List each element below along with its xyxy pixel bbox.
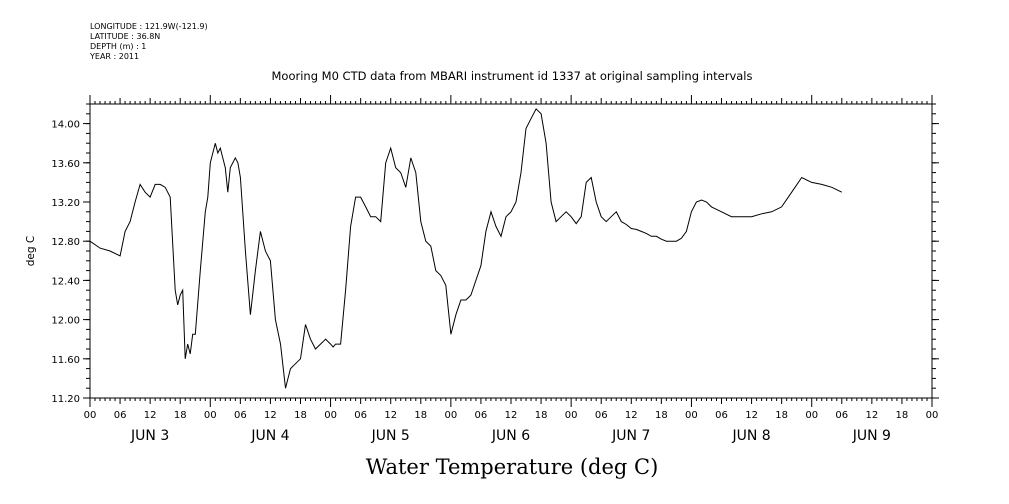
- longitude-line: LONGITUDE : 121.9W(-121.9): [90, 22, 208, 31]
- x-tick-label: 00: [805, 410, 818, 421]
- year-line: YEAR : 2011: [90, 52, 140, 61]
- x-tick-label: 06: [715, 410, 728, 421]
- x-tick-label: 06: [475, 410, 488, 421]
- x-tick-label: 18: [896, 410, 909, 421]
- day-label: JUN 9: [852, 428, 891, 444]
- latitude-line: LATITUDE : 36.8N: [90, 32, 161, 41]
- day-label: JUN 3: [130, 428, 169, 444]
- x-axis-label: Water Temperature (deg C): [366, 455, 659, 479]
- y-tick-label: 11.20: [51, 394, 80, 405]
- y-tick-label: 13.20: [51, 198, 80, 209]
- x-tick-label: 00: [204, 410, 217, 421]
- y-tick-label: 13.60: [51, 159, 80, 170]
- x-tick-label: 12: [264, 410, 277, 421]
- x-tick-label: 00: [444, 410, 457, 421]
- y-tick-label: 12.40: [51, 276, 80, 287]
- series-group: [89, 108, 843, 389]
- x-tick-label: 18: [535, 410, 548, 421]
- x-tick-label: 18: [775, 410, 788, 421]
- station-info: LONGITUDE : 121.9W(-121.9) LATITUDE : 36…: [90, 22, 208, 62]
- x-tick-label: 18: [655, 410, 668, 421]
- y-tick-label: 11.60: [51, 355, 80, 366]
- x-tick-label: 18: [414, 410, 427, 421]
- x-tick-label: 12: [505, 410, 518, 421]
- x-tick-label: 12: [745, 410, 758, 421]
- x-tick-label: 18: [174, 410, 187, 421]
- y-tick-label: 12.80: [51, 237, 80, 248]
- x-tick-label: 12: [144, 410, 157, 421]
- x-tick-label: 00: [324, 410, 337, 421]
- x-tick-label: 00: [565, 410, 578, 421]
- x-tick-label: 12: [865, 410, 878, 421]
- x-tick-label: 12: [384, 410, 397, 421]
- day-label: JUN 5: [371, 428, 410, 444]
- x-axis: 00 06 12 18 00 06 12 18 00 06 12 18 00 06 12 18 00 06 12 18…: [84, 95, 939, 444]
- x-tick-label: 12: [625, 410, 638, 421]
- x-tick-label: 06: [234, 410, 247, 421]
- y-tick-label: 14.00: [51, 120, 80, 131]
- y-tick-label: 12.00: [51, 316, 80, 327]
- chart-title: Mooring M0 CTD data from MBARI instrumen…: [272, 69, 753, 83]
- x-tick-label: 00: [926, 410, 939, 421]
- day-label: JUN 6: [491, 428, 530, 444]
- depth-line: DEPTH (m) : 1: [90, 42, 147, 51]
- water-temperature-line: [89, 108, 843, 389]
- x-tick-label: 06: [835, 410, 848, 421]
- day-label: JUN 4: [250, 428, 289, 444]
- x-tick-label: 00: [84, 410, 97, 421]
- y-axis: 11.20 11.60 12.00 12.40 12.80 13.20 13.60 14.00: [51, 120, 939, 405]
- x-tick-label: 00: [685, 410, 698, 421]
- y-axis-label: deg C: [25, 236, 37, 266]
- x-tick-label: 06: [114, 410, 127, 421]
- minor-ticks: [86, 101, 936, 401]
- day-label: JUN 8: [731, 428, 770, 444]
- x-tick-label: 06: [595, 410, 608, 421]
- day-label: JUN 7: [611, 428, 650, 444]
- x-tick-label: 06: [354, 410, 367, 421]
- x-tick-label: 18: [294, 410, 307, 421]
